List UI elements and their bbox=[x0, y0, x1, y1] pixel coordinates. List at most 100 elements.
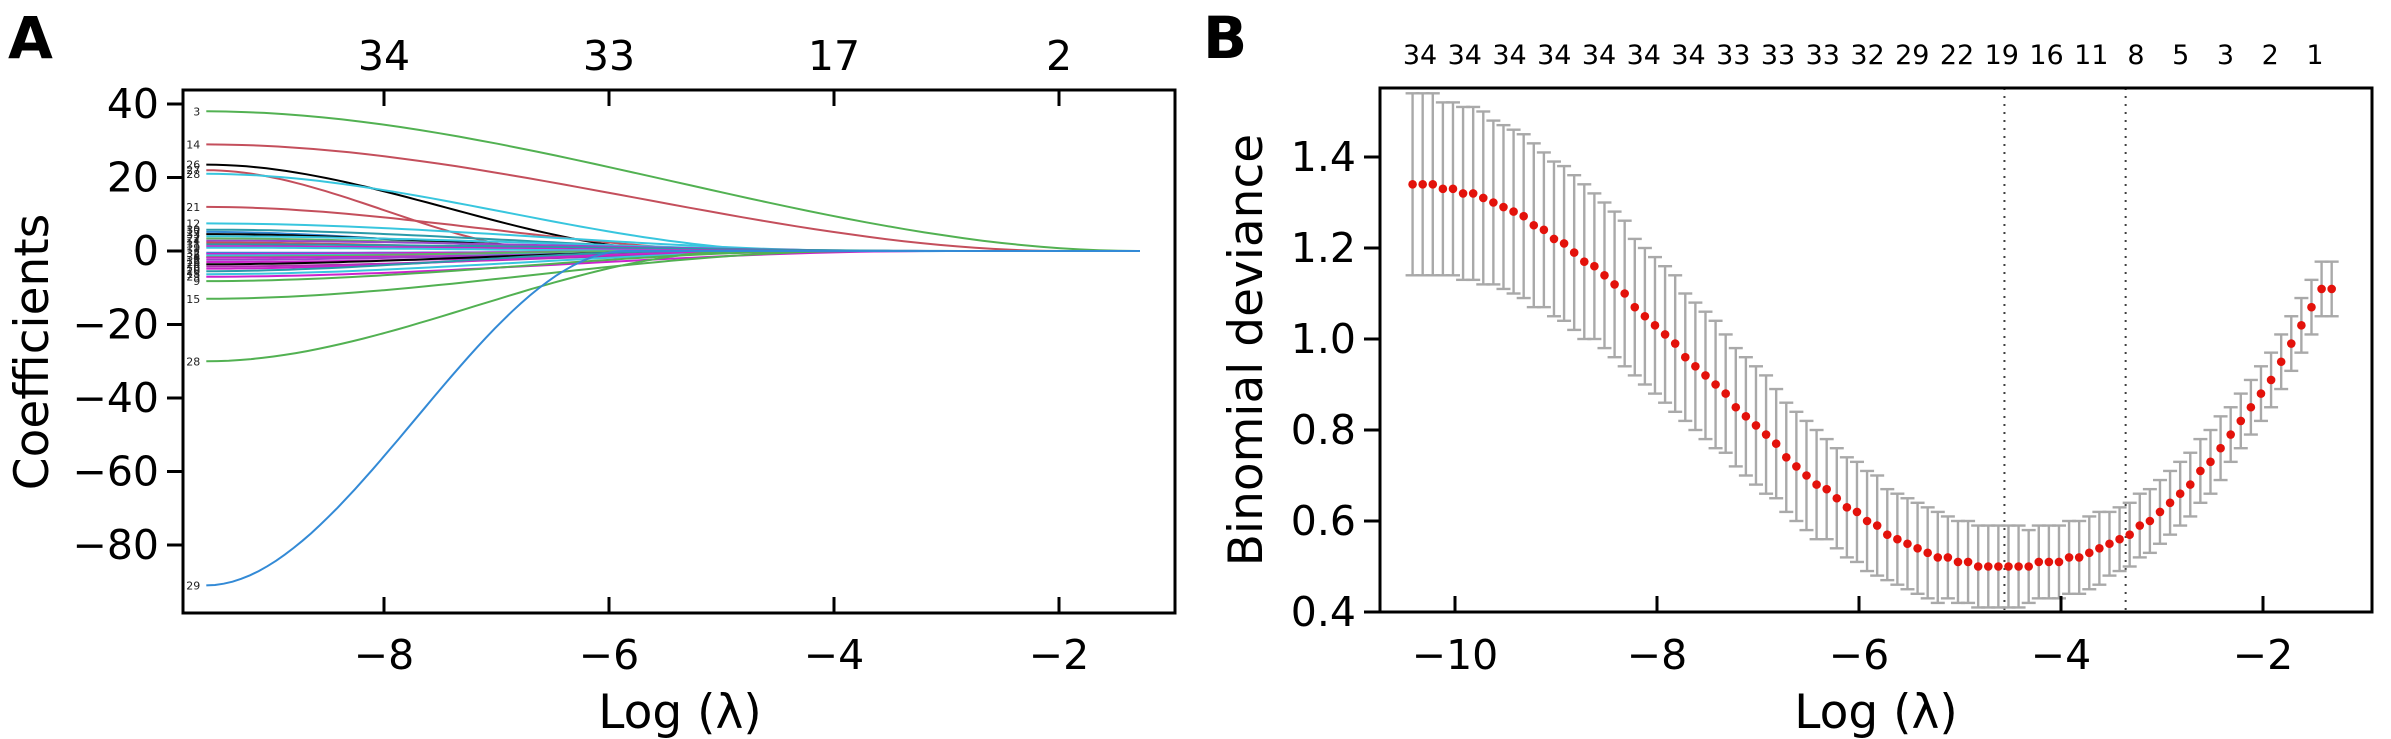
cv-deviance-point bbox=[1842, 503, 1852, 512]
cv-deviance-point bbox=[2236, 416, 2246, 426]
cv-deviance-point bbox=[1872, 521, 1882, 530]
df-count-label: 34 bbox=[1627, 40, 1661, 71]
x-tick-label: −4 bbox=[804, 631, 864, 679]
top-axis-count-label: 17 bbox=[808, 32, 860, 80]
cv-deviance-point bbox=[1973, 562, 1983, 571]
cv-deviance-point bbox=[1893, 534, 1902, 544]
coefficient-path-label: 22 bbox=[186, 233, 200, 246]
cv-deviance-point bbox=[2095, 544, 2104, 553]
cv-deviance-point bbox=[1499, 202, 1508, 212]
panel-a: A 31426272821123017337224113111932253481… bbox=[5, 4, 1177, 739]
df-count-label: 34 bbox=[1582, 40, 1616, 71]
cv-deviance-point bbox=[1418, 180, 1427, 189]
cv-deviance-point bbox=[1438, 184, 1448, 194]
x-tick-label: −6 bbox=[1829, 631, 1889, 679]
coefficient-path-label: 8 bbox=[193, 252, 200, 265]
cv-deviance-point bbox=[1923, 548, 1932, 558]
coefficient-path-label: 28 bbox=[186, 355, 200, 368]
cv-deviance-point bbox=[2196, 466, 2205, 476]
cv-deviance-point bbox=[1711, 380, 1720, 389]
x-tick-label: −8 bbox=[1627, 631, 1687, 679]
coefficient-path bbox=[206, 250, 1140, 258]
coefficient-path-label: 4 bbox=[193, 235, 200, 248]
panel-b-x-axis-title: Log (λ) bbox=[1794, 685, 1957, 739]
cv-deviance-point bbox=[2135, 521, 2145, 530]
cv-deviance-point bbox=[1650, 321, 1660, 330]
cv-deviance-point bbox=[1792, 462, 1801, 471]
cv-deviance-point bbox=[1761, 430, 1771, 439]
top-axis-count-label: 33 bbox=[583, 32, 635, 80]
cv-deviance-point bbox=[1549, 234, 1559, 244]
cv-deviance-point bbox=[1721, 389, 1730, 398]
coefficient-path-label: 13 bbox=[186, 254, 200, 267]
cv-deviance-point bbox=[2246, 402, 2256, 412]
coefficient-path-label: 12 bbox=[186, 217, 200, 230]
cv-deviance-content bbox=[1405, 88, 2339, 612]
cv-deviance-point bbox=[2034, 557, 2044, 567]
df-count-label: 22 bbox=[1940, 40, 1974, 71]
cv-deviance-point bbox=[1802, 471, 1811, 480]
cv-deviance-point bbox=[1408, 180, 1417, 189]
df-count-label: 34 bbox=[1537, 40, 1571, 71]
cv-deviance-point bbox=[2216, 443, 2225, 453]
cv-deviance-point bbox=[1579, 257, 1589, 266]
cv-deviance-point bbox=[2064, 553, 2074, 562]
cv-deviance-point bbox=[1519, 211, 1528, 221]
df-count-label: 8 bbox=[2127, 40, 2144, 71]
cv-deviance-point bbox=[2024, 562, 2033, 571]
cv-deviance-point bbox=[1731, 402, 1741, 412]
cv-deviance-point bbox=[1600, 271, 1609, 280]
df-count-label: 5 bbox=[2172, 40, 2189, 71]
cv-deviance-point bbox=[2084, 548, 2094, 558]
top-axis-count-label: 34 bbox=[358, 32, 410, 80]
top-axis-count-label: 2 bbox=[1046, 32, 1072, 80]
panel-a-y-axis-title: Coefficients bbox=[5, 214, 60, 490]
coefficient-path-label: 6 bbox=[193, 260, 200, 273]
cv-deviance-point bbox=[2054, 557, 2064, 567]
cv-deviance-point bbox=[1539, 225, 1549, 235]
df-count-label: 19 bbox=[1985, 40, 2019, 71]
cv-deviance-point bbox=[1822, 484, 1831, 494]
x-tick-label: −10 bbox=[1412, 631, 1499, 679]
x-tick-label: −2 bbox=[1029, 631, 1089, 679]
cv-deviance-point bbox=[1610, 280, 1619, 289]
panel-b-plot-box bbox=[1378, 86, 2374, 614]
coefficient-path bbox=[206, 250, 1140, 587]
y-tick-label: 0 bbox=[133, 227, 159, 275]
cv-deviance-point bbox=[1509, 207, 1518, 216]
coefficient-path-label: 21 bbox=[186, 201, 200, 214]
panel-b-df-labels: 34 34 34 34 34 34 34 33 33 33 32 29 22 19 16 11 8 5 3 2 1 bbox=[1403, 40, 2324, 71]
df-count-label: 34 bbox=[1403, 40, 1437, 71]
cv-deviance-point bbox=[1428, 180, 1438, 189]
cv-deviance-point bbox=[1812, 480, 1821, 489]
coefficient-path bbox=[206, 250, 1140, 273]
coefficient-path-label: 31 bbox=[186, 238, 200, 251]
cv-deviance-point bbox=[1852, 507, 1862, 517]
cv-deviance-point bbox=[1529, 220, 1539, 230]
df-count-label: 32 bbox=[1850, 40, 1884, 71]
coefficient-path-label: 17 bbox=[186, 226, 200, 239]
x-tick-label: −6 bbox=[579, 631, 639, 679]
y-tick-label: 0.4 bbox=[1291, 588, 1356, 636]
df-count-label: 34 bbox=[1448, 40, 1482, 71]
coefficient-path-label: 16 bbox=[186, 256, 200, 269]
cv-deviance-point bbox=[1882, 530, 1892, 539]
cv-deviance-point bbox=[2004, 562, 2013, 571]
df-count-label: 34 bbox=[1492, 40, 1526, 71]
coefficient-path bbox=[206, 250, 1140, 300]
coefficient-path bbox=[206, 110, 1138, 252]
cv-deviance-point bbox=[2044, 557, 2054, 567]
coefficient-path-label: 3 bbox=[193, 105, 200, 118]
coefficient-path-label: 2 bbox=[193, 248, 200, 261]
df-count-label: 33 bbox=[1716, 40, 1750, 71]
coefficient-path bbox=[206, 250, 1140, 270]
y-tick-label: −60 bbox=[72, 448, 159, 496]
coefficient-path bbox=[206, 250, 1140, 363]
cv-deviance-point bbox=[2276, 357, 2286, 367]
cv-deviance-point bbox=[1943, 553, 1953, 562]
cv-deviance-point bbox=[1832, 493, 1842, 503]
cv-deviance-point bbox=[2125, 530, 2134, 539]
panel-b-y-axis-title: Binomial deviance bbox=[1219, 134, 1274, 566]
